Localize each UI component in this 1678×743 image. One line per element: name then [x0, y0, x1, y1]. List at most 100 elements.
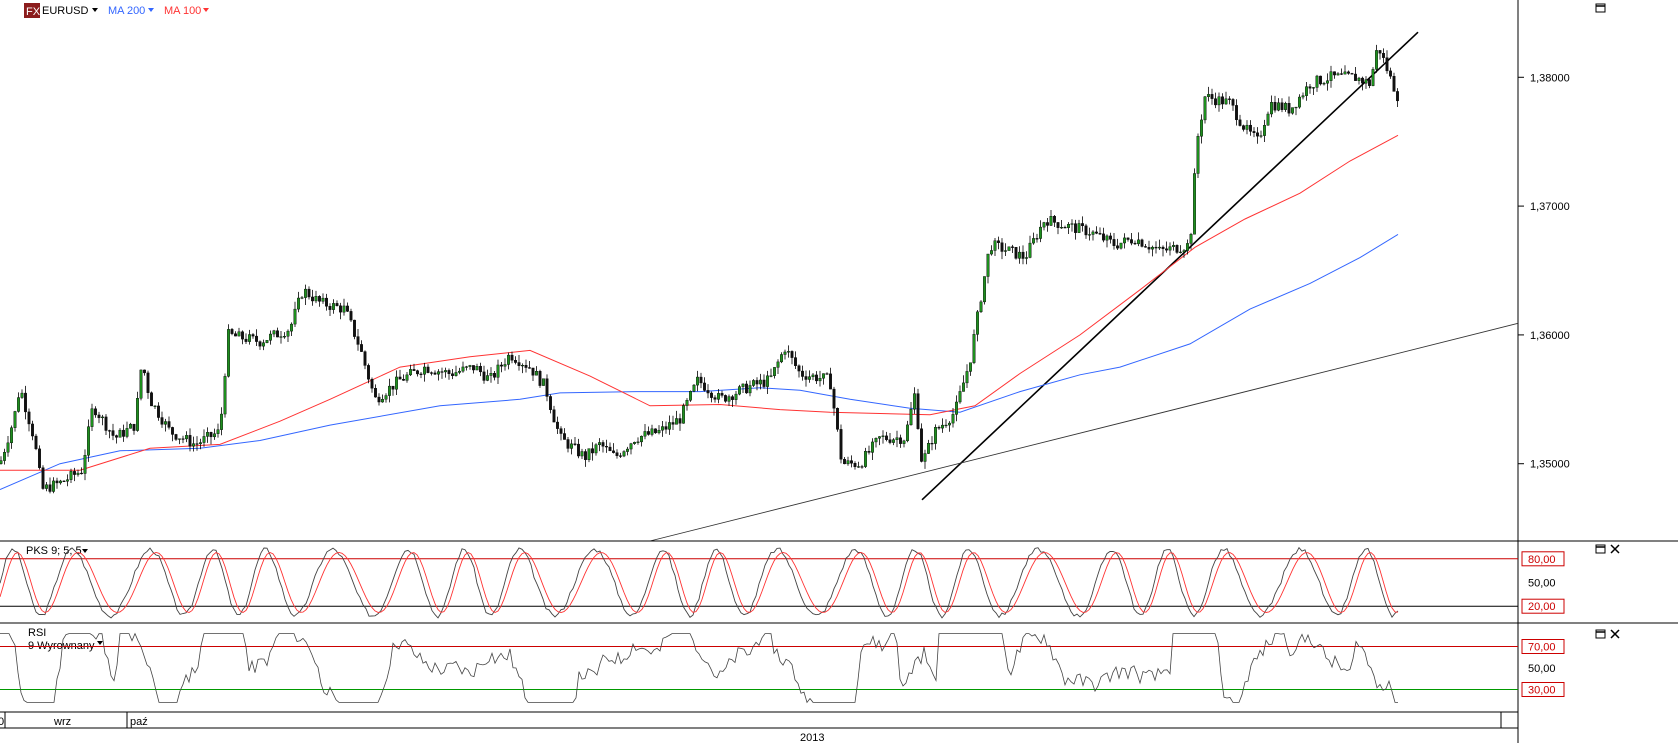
candle-body [500, 364, 503, 367]
ma100-label[interactable]: MA 100 [164, 5, 201, 17]
pks-panel[interactable]: PKS 9; 5; 5 80,00 50,00 20,00 [0, 544, 1620, 619]
candle-body [643, 431, 647, 437]
candle-body [223, 376, 227, 415]
candle-body [339, 305, 342, 313]
candle-body [17, 397, 20, 412]
candle-body [839, 429, 843, 460]
candle-body [496, 364, 500, 378]
ma200-label[interactable]: MA 200 [108, 5, 145, 17]
rsi-level-box [1521, 682, 1565, 697]
pks-title[interactable]: PKS 9; 5; 5 [26, 545, 82, 557]
candle-body [1000, 242, 1004, 252]
rsi-title[interactable]: RSI [28, 627, 46, 639]
candle-body [678, 418, 682, 424]
candle-body [1315, 75, 1319, 88]
fx-logo-text: FX [26, 6, 41, 18]
symbol-dropdown-icon[interactable] [92, 8, 98, 12]
candle-body [510, 354, 514, 361]
candle-body [27, 411, 31, 425]
candle-body [682, 405, 685, 424]
candle-body [122, 429, 125, 437]
candle-body [899, 437, 902, 444]
candle-body [405, 374, 409, 381]
candle-body [55, 480, 59, 484]
rsi-close-icon[interactable] [1610, 629, 1620, 639]
candle-body [293, 308, 297, 325]
candle-body [794, 357, 797, 366]
ma100-dropdown-icon[interactable] [203, 8, 209, 12]
candle-body [38, 448, 41, 468]
candle-body [430, 372, 433, 374]
candle-body [118, 429, 122, 438]
rsi-level-box [1521, 639, 1565, 654]
candle-body [664, 426, 668, 430]
candle-body [1301, 95, 1305, 98]
candle-body [507, 354, 510, 365]
candle-body [461, 366, 465, 372]
candle-body [1340, 73, 1343, 75]
candle-body [34, 435, 38, 450]
ma200-dropdown-icon[interactable] [148, 8, 154, 12]
candle-body [1382, 53, 1385, 58]
candle-body [1042, 222, 1046, 228]
candle-body [559, 428, 563, 434]
candle-body [563, 433, 566, 440]
time-label-wrz: wrz [53, 716, 71, 728]
candle-body [755, 380, 759, 385]
candle-body [895, 437, 899, 440]
candle-body [1161, 246, 1165, 249]
candle-body [202, 436, 206, 443]
candle-body [724, 395, 727, 402]
pks-maximize-icon[interactable] [1595, 544, 1606, 554]
moving-averages [0, 134, 1399, 490]
candle-body [157, 405, 160, 418]
candle-body [549, 396, 552, 410]
candle-body [867, 451, 871, 453]
candle-body [416, 370, 419, 375]
candle-body [1193, 173, 1196, 235]
pks-tick-label: 80,00 [1528, 554, 1556, 566]
candle-body [997, 240, 1000, 243]
candle-body [1046, 222, 1049, 226]
candle-body [783, 351, 787, 355]
candle-body [1165, 248, 1168, 251]
candle-body [948, 422, 951, 426]
candle-body [1207, 94, 1210, 97]
candle-body [570, 443, 573, 449]
candle-body [41, 467, 45, 489]
price-panel[interactable]: FX EURUSD MA 200 MA 100 1,380001,370001,… [0, 0, 1606, 743]
rsi-dropdown-icon[interactable] [97, 641, 103, 645]
candle-body [1277, 102, 1280, 111]
candle-body [1326, 80, 1329, 84]
pks-close-icon[interactable] [1610, 544, 1620, 554]
candle-body [1228, 98, 1231, 100]
candle-body [829, 373, 832, 390]
candle-body [1280, 102, 1284, 110]
candle-body [391, 385, 395, 390]
candle-body [381, 399, 384, 403]
candle-body [307, 288, 311, 298]
price-tick-label: 1,36000 [1530, 330, 1570, 342]
rsi-maximize-icon[interactable] [1595, 629, 1606, 639]
candle-body [1011, 246, 1014, 248]
candle-body [888, 439, 892, 443]
symbol-label[interactable]: EURUSD [42, 5, 89, 17]
candle-body [209, 432, 213, 438]
candle-body [1196, 136, 1200, 174]
pks-level-box [1521, 551, 1565, 567]
candle-body [3, 451, 6, 461]
candle-body [860, 466, 864, 468]
trendline-long[interactable] [649, 322, 1519, 542]
candle-body [234, 333, 237, 337]
candle-body [370, 378, 374, 389]
pks-dropdown-icon[interactable] [82, 549, 88, 553]
candle-body [300, 297, 304, 299]
candle-body [1168, 246, 1172, 251]
candle-body [612, 450, 615, 453]
candle-body [594, 444, 598, 454]
window-maximize-icon[interactable] [1595, 3, 1606, 13]
candle-body [1364, 79, 1368, 84]
candle-body [454, 372, 458, 376]
